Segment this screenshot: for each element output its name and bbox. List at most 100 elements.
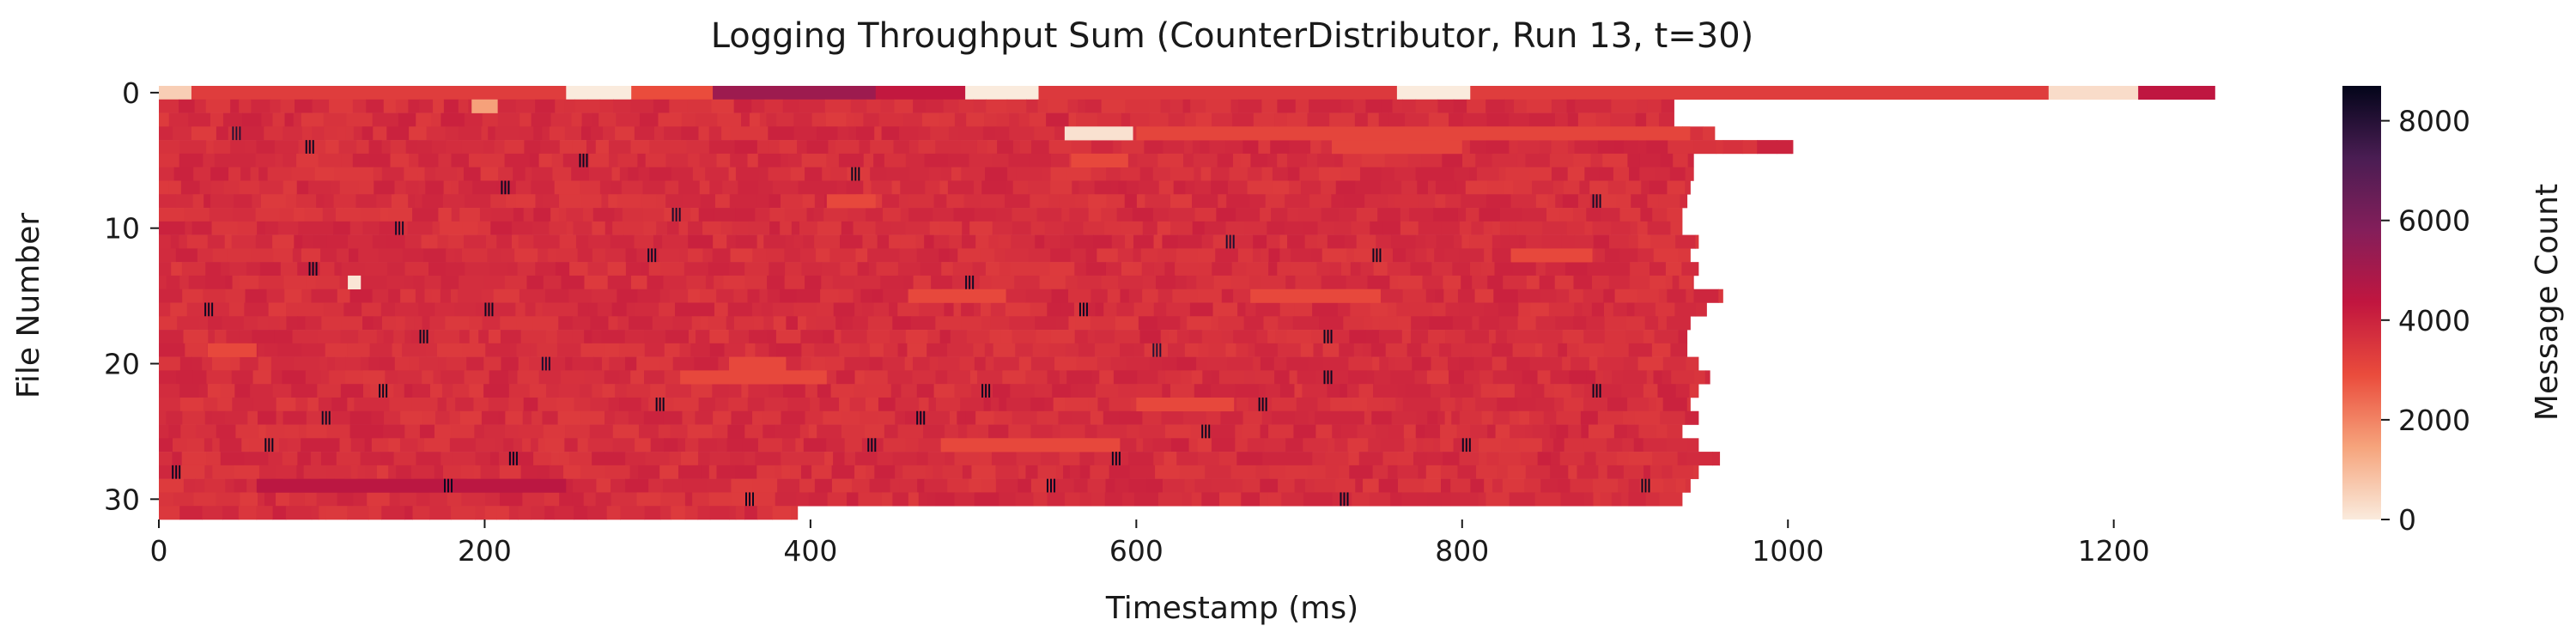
- heatmap-cell: [203, 153, 216, 167]
- heatmap-cell: [897, 262, 921, 276]
- heatmap-cell: [1205, 465, 1231, 479]
- heatmap-cell: [767, 275, 786, 290]
- heatmap-cell: [319, 356, 328, 371]
- heatmap-cell: [191, 126, 217, 141]
- heatmap-cell: [256, 140, 276, 155]
- heatmap-cell: [335, 208, 361, 222]
- heatmap-cell: [935, 492, 956, 507]
- heatmap-cell: [1078, 343, 1096, 357]
- heatmap-cell: [1207, 356, 1228, 371]
- heatmap-cell: [1643, 384, 1658, 398]
- heatmap-cell: [728, 384, 742, 398]
- heatmap-cell: [1428, 330, 1446, 344]
- heatmap-cell: [1384, 153, 1409, 167]
- heatmap-cell: [966, 330, 991, 344]
- heatmap-cell: [259, 180, 284, 195]
- heatmap-cell: [520, 330, 547, 344]
- heatmap-cell: [975, 410, 995, 425]
- heatmap-cell: [1461, 397, 1476, 412]
- heatmap-cell: [782, 99, 799, 113]
- heatmap-cell: [1484, 302, 1499, 317]
- heatmap-cell: [1459, 452, 1479, 466]
- heatmap-cell: [1562, 194, 1579, 209]
- heatmap-cell: [591, 289, 617, 303]
- heatmap-cell: [252, 194, 262, 209]
- heatmap-cell: [1625, 180, 1642, 195]
- heatmap-cell: [625, 262, 642, 276]
- heatmap-cell: [222, 506, 240, 520]
- heatmap-cell: [1350, 262, 1362, 276]
- heatmap-cell: [1191, 370, 1203, 385]
- heatmap-cell: [629, 316, 653, 331]
- heatmap-cell: [1686, 289, 1695, 303]
- heatmap-cell: [1255, 343, 1279, 357]
- heatmap-cell: [1625, 316, 1646, 331]
- heatmap-cell: [179, 140, 191, 155]
- heatmap-cell: [617, 153, 638, 167]
- heatmap-cell: [1285, 465, 1308, 479]
- heatmap-cell: [318, 153, 342, 167]
- heatmap-cell: [875, 86, 966, 100]
- heatmap-cell: [969, 221, 993, 235]
- heatmap-cell: [1519, 234, 1527, 249]
- heatmap-cell: [1184, 140, 1194, 155]
- heatmap-cell: [990, 397, 999, 412]
- heatmap-cell: [1316, 262, 1330, 276]
- heatmap-cell: [312, 99, 330, 113]
- heatmap-cell: [483, 384, 510, 398]
- heatmap-cell: [1194, 208, 1217, 222]
- heatmap-cell: [526, 275, 544, 290]
- heatmap-cell: [1157, 492, 1183, 507]
- heatmap-cell: [588, 167, 612, 181]
- heatmap-cell: [1443, 289, 1459, 303]
- heatmap-cell: [1427, 492, 1442, 507]
- heatmap-cell: [275, 153, 283, 167]
- heatmap-cell: [1030, 140, 1050, 155]
- heatmap-cell: [1397, 452, 1414, 466]
- heatmap-cell: [488, 330, 501, 344]
- heatmap-cell: [705, 275, 714, 290]
- heatmap-cell: [800, 465, 812, 479]
- heatmap-cell: [714, 275, 724, 290]
- heatmap-cell: [1139, 330, 1162, 344]
- heatmap-cell: [981, 478, 997, 493]
- heatmap-cell: [1074, 262, 1087, 276]
- heatmap-cell: [334, 356, 346, 371]
- heatmap-cell: [261, 112, 273, 127]
- heatmap-cell: [1127, 424, 1140, 439]
- heatmap-cell: [1657, 384, 1677, 398]
- heatmap-cell: [1039, 275, 1066, 290]
- heatmap-cell: [641, 397, 649, 412]
- heatmap-cell: [258, 167, 269, 181]
- heatmap-cell: [1034, 126, 1055, 141]
- heatmap-cell: [568, 289, 592, 303]
- heatmap-cell: [1070, 248, 1087, 263]
- heatmap-cell: [1580, 410, 1599, 425]
- heatmap-cell: [669, 99, 689, 113]
- heatmap-cell: [679, 343, 691, 357]
- heatmap-cell: [1548, 302, 1575, 317]
- heatmap-cell: [1281, 492, 1304, 507]
- heatmap-cell: [1616, 194, 1631, 209]
- heatmap-cell: [296, 180, 309, 195]
- heatmap-cell: [1064, 492, 1081, 507]
- heatmap-cell: [1427, 410, 1438, 425]
- heatmap-cell: [1264, 438, 1286, 453]
- heatmap-cell: [1368, 438, 1381, 453]
- heatmap-cell: [1179, 465, 1206, 479]
- heatmap-cell: [291, 384, 318, 398]
- heatmap-cell: [636, 356, 661, 371]
- heatmap-cell: [1346, 384, 1360, 398]
- heatmap-cell: [1475, 397, 1498, 412]
- heatmap-cell: [561, 302, 579, 317]
- colorbar-label: Message Count: [2530, 184, 2565, 421]
- heatmap-cell: [451, 153, 470, 167]
- heatmap-cell: [751, 302, 762, 317]
- heatmap-cell: [1584, 452, 1597, 466]
- heatmap-spike: [1152, 343, 1162, 357]
- heatmap-cell: [1598, 465, 1608, 479]
- heatmap-cell: [1085, 262, 1107, 276]
- heatmap-cell: [1260, 248, 1270, 263]
- heatmap-cell: [747, 289, 760, 303]
